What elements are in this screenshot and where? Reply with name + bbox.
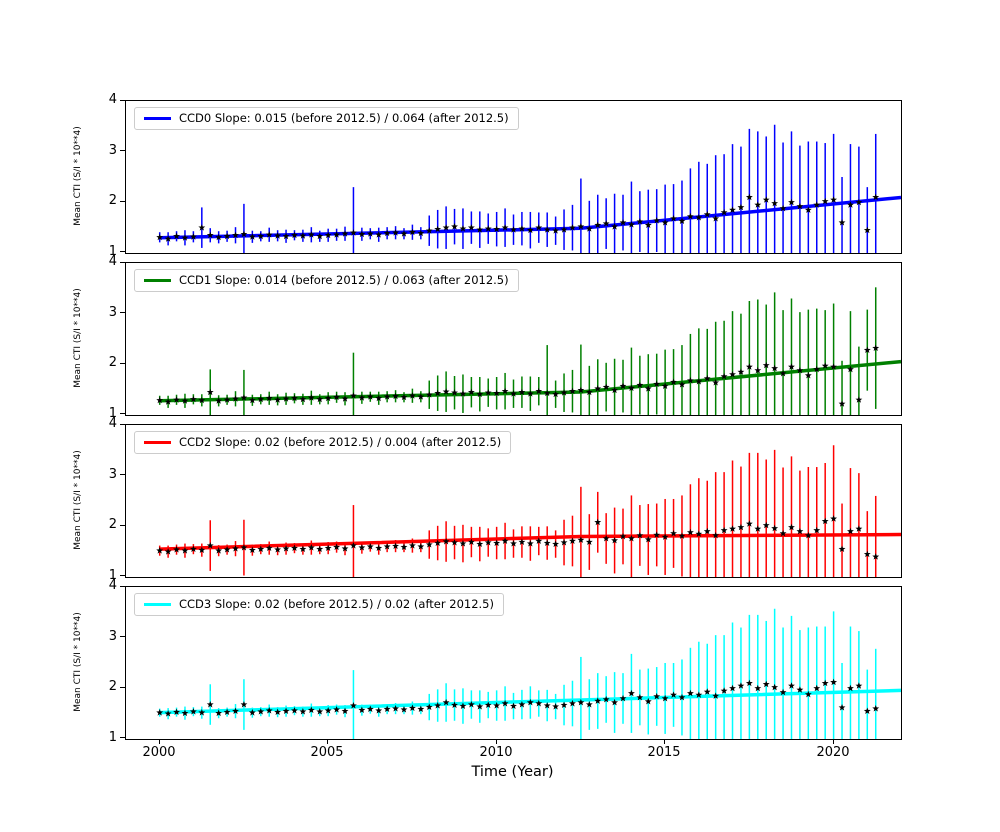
y-tick-mark: [120, 687, 125, 688]
panel-ccd3: Mean CTI (S/I * 10**4) 4 3 2 1 CCD3 Slop…: [73, 578, 902, 745]
errorbar-plot-ccd2: [156, 445, 901, 577]
legend-ccd1: CCD1 Slope: 0.014 (before 2012.5) / 0.06…: [134, 269, 519, 292]
y-tick-label: 3: [108, 305, 117, 320]
y-tick-label: 3: [108, 629, 117, 644]
x-tick-mark: [664, 739, 665, 744]
y-tick-mark: [120, 150, 125, 151]
plot-area-ccd3: CCD3 Slope: 0.02 (before 2012.5) / 0.02 …: [125, 586, 902, 740]
errorbar-plot-ccd1: [156, 287, 901, 415]
x-tick-label: 2000: [142, 745, 176, 760]
y-tick-label: 2: [108, 517, 117, 532]
panel-ccd2: Mean CTI (S/I * 10**4) 4 3 2 1 CCD2 Slop…: [73, 416, 902, 583]
y-axis-label-ccd3: Mean CTI (S/I * 10**4): [73, 612, 83, 712]
y-tick-label: 2: [108, 679, 117, 694]
y-tick-mark: [120, 100, 125, 101]
errorbar-plot-ccd0: [156, 124, 901, 253]
y-tick-mark: [120, 525, 125, 526]
y-axis-label-ccd0: Mean CTI (S/I * 10**4): [73, 126, 83, 226]
y-tick-mark: [120, 474, 125, 475]
y-tick-label: 3: [108, 143, 117, 158]
y-tick-mark: [120, 312, 125, 313]
y-tick-label: 4: [108, 254, 117, 269]
plot-area-ccd1: CCD1 Slope: 0.014 (before 2012.5) / 0.06…: [125, 262, 902, 416]
y-axis-label-ccd1: Mean CTI (S/I * 10**4): [73, 288, 83, 388]
y-tick-mark: [120, 363, 125, 364]
y-tick-mark: [120, 413, 125, 414]
y-tick-label: 4: [108, 416, 117, 431]
legend-label-ccd2: CCD2 Slope: 0.02 (before 2012.5) / 0.004…: [179, 435, 502, 449]
x-tick-label: 2015: [647, 745, 681, 760]
plot-area-ccd0: CCD0 Slope: 0.015 (before 2012.5) / 0.06…: [125, 100, 902, 254]
y-tick-mark: [120, 251, 125, 252]
y-tick-label: 1: [108, 730, 117, 745]
y-axis-label-ccd2: Mean CTI (S/I * 10**4): [73, 450, 83, 550]
legend-label-ccd0: CCD0 Slope: 0.015 (before 2012.5) / 0.06…: [179, 111, 509, 125]
y-tick-label: 1: [108, 244, 117, 259]
errorbar-plot-ccd3: [156, 608, 901, 739]
y-tick-mark: [120, 586, 125, 587]
panel-ccd1: Mean CTI (S/I * 10**4) 4 3 2 1 CCD1 Slop…: [73, 254, 902, 421]
panel-ccd0: Mean CTI (S/I * 10**4) 4 3 2 1 CCD0 Slop…: [73, 92, 902, 259]
y-tick-mark: [120, 262, 125, 263]
y-tick-mark: [120, 575, 125, 576]
legend-ccd3: CCD3 Slope: 0.02 (before 2012.5) / 0.02 …: [134, 593, 504, 616]
x-tick-label: 2005: [310, 745, 344, 760]
legend-line-ccd3: [144, 602, 171, 607]
y-tick-mark: [120, 737, 125, 738]
x-tick-mark: [833, 739, 834, 744]
legend-label-ccd3: CCD3 Slope: 0.02 (before 2012.5) / 0.02 …: [179, 597, 494, 611]
y-tick-label: 1: [108, 568, 117, 583]
y-tick-label: 2: [108, 355, 117, 370]
y-tick-label: 1: [108, 406, 117, 421]
x-tick-label: 2010: [479, 745, 513, 760]
y-tick-label: 4: [108, 578, 117, 593]
x-tick-mark: [496, 739, 497, 744]
legend-ccd2: CCD2 Slope: 0.02 (before 2012.5) / 0.004…: [134, 431, 512, 454]
y-tick-mark: [120, 424, 125, 425]
x-axis-label: Time (Year): [471, 764, 554, 780]
plot-area-ccd2: CCD2 Slope: 0.02 (before 2012.5) / 0.004…: [125, 424, 902, 578]
y-tick-label: 2: [108, 193, 117, 208]
y-tick-mark: [120, 201, 125, 202]
x-tick-mark: [327, 739, 328, 744]
legend-line-ccd0: [144, 116, 171, 121]
legend-line-ccd2: [144, 440, 171, 445]
legend-ccd0: CCD0 Slope: 0.015 (before 2012.5) / 0.06…: [134, 107, 519, 130]
x-tick-label: 2020: [816, 745, 850, 760]
y-tick-label: 4: [108, 92, 117, 107]
legend-line-ccd1: [144, 278, 171, 283]
legend-label-ccd1: CCD1 Slope: 0.014 (before 2012.5) / 0.06…: [179, 273, 509, 287]
x-tick-mark: [159, 739, 160, 744]
y-tick-mark: [120, 636, 125, 637]
y-tick-label: 3: [108, 467, 117, 482]
